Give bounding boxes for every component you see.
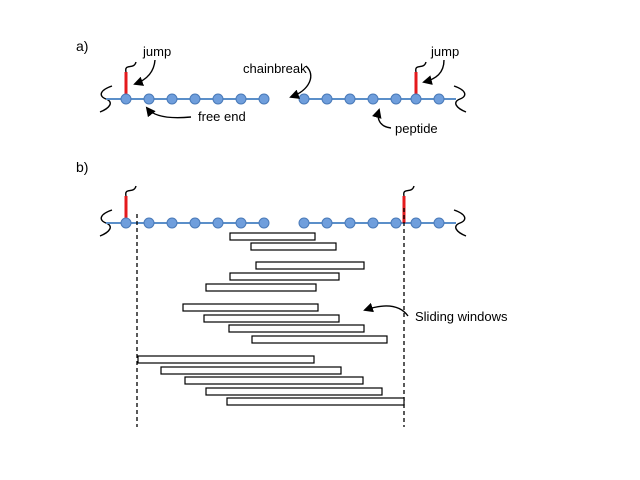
window-bar [255, 261, 365, 270]
window-bar [229, 232, 316, 241]
bead [298, 93, 310, 105]
bead [321, 93, 333, 105]
chain-a-right-end-squiggle [453, 85, 467, 113]
window-bar [228, 324, 365, 333]
jump-squiggle-b-right [403, 185, 415, 197]
bead [344, 217, 356, 229]
window-bar [229, 272, 340, 281]
jump-squiggle-a-right [415, 61, 427, 73]
bead [367, 93, 379, 105]
arrow-free-end [145, 106, 192, 119]
chain-b-left [99, 185, 270, 237]
bead [120, 93, 132, 105]
chain-a-right [298, 61, 467, 113]
arrow-jump-left [133, 59, 156, 86]
label-sliding-windows: Sliding windows [415, 309, 508, 324]
label-jump-left: jump [142, 44, 171, 59]
bead [166, 217, 178, 229]
bead [344, 93, 356, 105]
arrow-sliding-windows [363, 302, 409, 317]
window-bar [205, 283, 317, 292]
arrow-peptide [372, 108, 392, 129]
jump-squiggle-a-left [125, 61, 137, 73]
window-bar [226, 397, 405, 406]
label-chainbreak: chainbreak [243, 61, 307, 76]
chain-b-right [298, 185, 467, 237]
bead [143, 217, 155, 229]
arrow-chainbreak [289, 65, 312, 99]
chain-b-right-end-squiggle [453, 209, 467, 237]
panel-a-label: a) [76, 38, 88, 54]
jump-squiggle-b-left [125, 185, 137, 197]
bead [433, 217, 445, 229]
chain-a-left [99, 61, 270, 113]
bead [189, 217, 201, 229]
bead [120, 217, 132, 229]
bead [390, 217, 402, 229]
label-free-end: free end [198, 109, 246, 124]
window-bar [182, 303, 319, 312]
arrow-jump-right [422, 59, 445, 85]
bead [321, 217, 333, 229]
bead [258, 217, 270, 229]
window-bar [205, 387, 383, 396]
bead [189, 93, 201, 105]
bead [143, 93, 155, 105]
window-bar [251, 335, 388, 344]
window-bar [203, 314, 340, 323]
bead [235, 93, 247, 105]
panel-b-label: b) [76, 159, 88, 175]
bead [298, 217, 310, 229]
window-bar [160, 366, 342, 375]
window-bar [250, 242, 337, 251]
bead [212, 217, 224, 229]
bead [235, 217, 247, 229]
window-bar [184, 376, 364, 385]
label-jump-right: jump [430, 44, 459, 59]
bead [390, 93, 402, 105]
window-bar [137, 355, 315, 364]
bead [410, 217, 422, 229]
bead [166, 93, 178, 105]
bead [212, 93, 224, 105]
bead [410, 93, 422, 105]
bead [367, 217, 379, 229]
sliding-windows [137, 232, 405, 406]
bead [258, 93, 270, 105]
label-peptide: peptide [395, 121, 438, 136]
bead [433, 93, 445, 105]
